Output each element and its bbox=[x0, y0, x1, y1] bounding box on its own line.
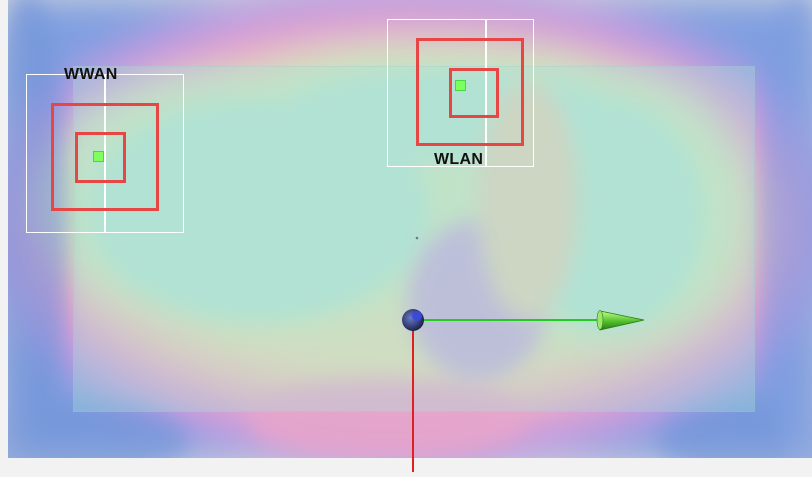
signal-heatmap-viewport[interactable]: WWAN WLAN bbox=[8, 0, 812, 472]
wlan-selection-frame[interactable] bbox=[387, 19, 534, 167]
wwan-selection-frame[interactable] bbox=[26, 74, 184, 233]
origin-highlight bbox=[412, 311, 422, 321]
wwan-outer-range-marker bbox=[51, 103, 159, 211]
wlan-access-point-marker[interactable] bbox=[455, 80, 466, 91]
wwan-access-point-marker[interactable] bbox=[93, 151, 104, 162]
x-axis-arrow-cone-base bbox=[596, 310, 604, 330]
x-axis-arrow-cone[interactable] bbox=[599, 310, 645, 331]
wlan-outer-range-marker bbox=[416, 38, 524, 146]
axes-origin-sphere[interactable] bbox=[402, 309, 424, 331]
axes-gizmo[interactable] bbox=[8, 0, 812, 472]
wlan-inner-range-marker bbox=[449, 68, 499, 118]
wwan-inner-range-marker bbox=[75, 132, 126, 183]
wlan-frame-divider bbox=[485, 20, 487, 166]
viewport-bottom-strip bbox=[8, 458, 812, 472]
wwan-label: WWAN bbox=[64, 66, 118, 83]
signal-heatmap bbox=[8, 0, 812, 472]
cursor-dot bbox=[415, 236, 419, 240]
wwan-frame-divider bbox=[104, 75, 106, 232]
wlan-label: WLAN bbox=[434, 151, 484, 168]
